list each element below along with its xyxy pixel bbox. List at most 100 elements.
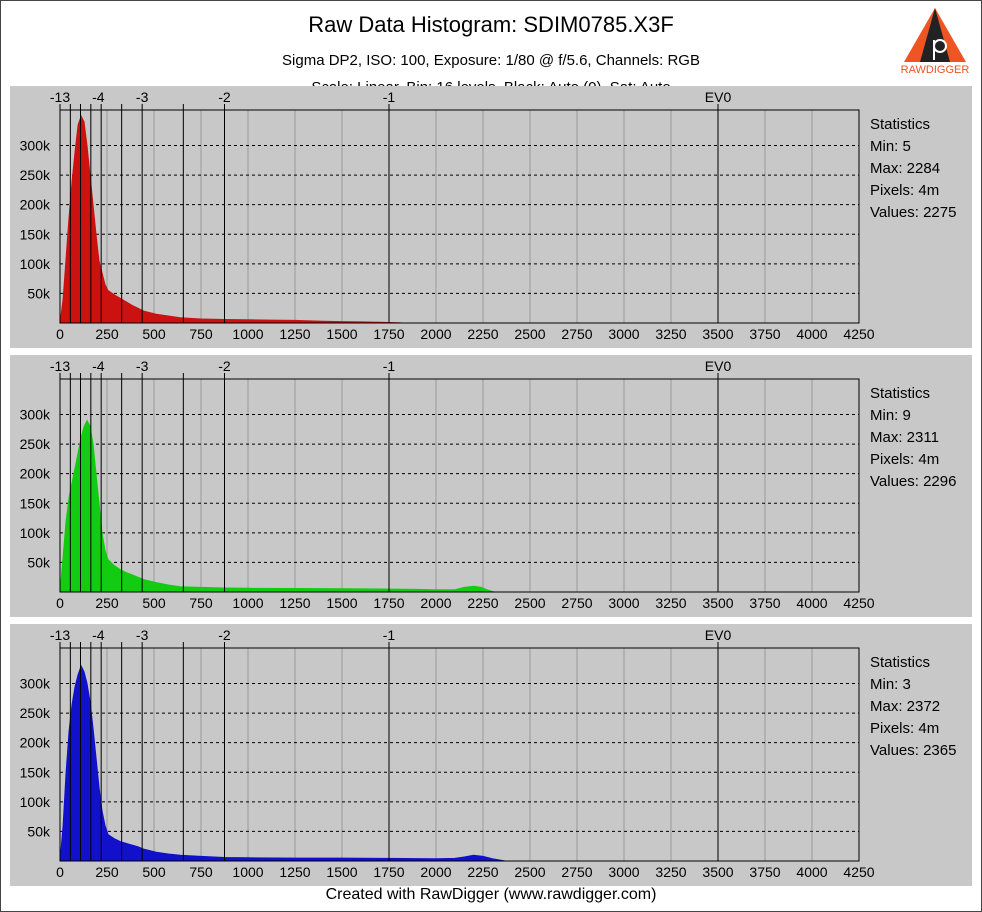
stats-heading: Statistics [870,116,931,133]
x-tick-label: 0 [56,326,64,342]
x-tick-label: 2250 [467,595,498,611]
chart-subtitle: Sigma DP2, ISO: 100, Exposure: 1/80 @ f/… [282,52,700,69]
x-tick-label: 1000 [232,595,263,611]
ev-label: -1 [383,358,396,374]
ev-label: EV0 [705,358,732,374]
x-tick-label: 3250 [655,595,686,611]
x-tick-label: 2750 [561,326,592,342]
y-tick-label: 100k [20,256,51,272]
ev-label: EV0 [705,627,732,643]
stats-pixels: Pixels: 4m [870,182,940,199]
ev-label: -4 [92,89,105,105]
y-tick-label: 200k [20,466,51,482]
plot-border [59,378,860,593]
stats-pixels: Pixels: 4m [870,451,940,468]
ev-label: -13 [50,627,70,643]
stats-pixels: Pixels: 4m [870,720,940,737]
histogram-area [59,114,405,324]
x-tick-label: 750 [189,864,213,880]
x-tick-label: 2500 [514,595,545,611]
y-tick-label: 50k [27,285,51,301]
x-tick-label: 3500 [702,326,733,342]
x-tick-label: 2500 [514,864,545,880]
logo-triangle-shade [920,8,950,62]
plot-border [59,647,860,862]
y-tick-label: 150k [20,764,51,780]
histogram-panel-red: -13 -4 -3 -2 -1 EV0 0 250 500 750 1000 1250 1500 1750… [10,86,972,348]
x-tick-label: 1500 [326,595,357,611]
rawdigger-logo-icon: RAWDIGGER [898,6,972,76]
stats-values: Values: 2275 [870,204,957,221]
y-tick-label: 250k [20,436,51,452]
stats-max: Max: 2284 [870,160,941,177]
chart-title: Raw Data Histogram: SDIM0785.X3F [308,12,674,37]
x-tick-label: 2750 [561,595,592,611]
x-tick-label: 1000 [232,864,263,880]
x-tick-label: 1750 [373,595,404,611]
ev-label: -13 [50,89,70,105]
histogram-panel-green: -13 -4 -3 -2 -1 EV0 0 250 500 750 1000 1250 1500 1750… [10,355,972,617]
y-tick-label: 150k [20,495,51,511]
x-tick-label: 250 [95,326,119,342]
x-tick-label: 4000 [796,595,827,611]
ev-label: -3 [136,89,149,105]
x-tick-label: 500 [142,595,166,611]
x-tick-label: 3500 [702,864,733,880]
y-tick-label: 300k [20,138,51,154]
ev-label: -13 [50,358,70,374]
ev-label: -4 [92,627,105,643]
x-tick-label: 250 [95,595,119,611]
histogram-panel-blue: -13 -4 -3 -2 -1 EV0 0 250 500 750 1000 1250 1500 1750… [10,624,972,886]
y-tick-label: 100k [20,794,51,810]
x-tick-label: 3000 [608,864,639,880]
ev-label: -3 [136,358,149,374]
logo-text: RAWDIGGER [901,64,970,76]
x-tick-label: 2250 [467,864,498,880]
x-tick-label: 1750 [373,864,404,880]
ev-label: -1 [383,89,396,105]
ev-label: EV0 [705,89,732,105]
stats-box-red: Statistics Min: 5 Max: 2284 Pixels: 4m V… [870,114,956,224]
x-tick-label: 3750 [749,864,780,880]
histogram-red: -13 -4 -3 -2 -1 EV0 0 250 500 750 1000 1250 1500 1750… [20,89,875,342]
stats-box-blue: Statistics Min: 3 Max: 2372 Pixels: 4m V… [870,652,956,762]
stats-min: Min: 5 [870,138,911,155]
x-tick-label: 2750 [561,864,592,880]
x-tick-label: 1500 [326,326,357,342]
x-tick-label: 500 [142,864,166,880]
stats-max: Max: 2372 [870,698,941,715]
x-tick-label: 3750 [749,326,780,342]
ev-label: -2 [218,89,231,105]
footer-credit: Created with RawDigger (www.rawdigger.co… [325,886,657,903]
y-tick-label: 200k [20,735,51,751]
stats-heading: Statistics [870,654,931,671]
ev-label: -2 [218,358,231,374]
x-tick-label: 3250 [655,326,686,342]
histogram-blue: -13 -4 -3 -2 -1 EV0 0 250 500 750 1000 1250 1500 1750… [20,627,875,880]
y-tick-label: 250k [20,705,51,721]
x-tick-label: 1250 [279,864,310,880]
x-tick-label: 3000 [608,326,639,342]
x-tick-label: 1250 [279,595,310,611]
x-tick-label: 2250 [467,326,498,342]
x-tick-label: 0 [56,595,64,611]
y-tick-label: 100k [20,525,51,541]
x-tick-label: 2000 [420,864,451,880]
x-tick-label: 3250 [655,864,686,880]
plot-border [59,109,860,324]
x-tick-label: 3000 [608,595,639,611]
x-tick-label: 250 [95,864,119,880]
x-tick-label: 4000 [796,326,827,342]
x-tick-label: 2000 [420,326,451,342]
x-tick-label: 4000 [796,864,827,880]
ev-label: -1 [383,627,396,643]
y-tick-label: 150k [20,226,51,242]
x-tick-label: 750 [189,595,213,611]
chart-subtitle-partial: Scale: Linear, Bin: 16 levels, Black: Au… [0,79,982,87]
x-tick-label: 1000 [232,326,263,342]
x-tick-label: 4250 [843,595,874,611]
y-tick-label: 300k [20,407,51,423]
stats-values: Values: 2296 [870,473,957,490]
stats-heading: Statistics [870,385,931,402]
y-tick-label: 50k [27,554,51,570]
